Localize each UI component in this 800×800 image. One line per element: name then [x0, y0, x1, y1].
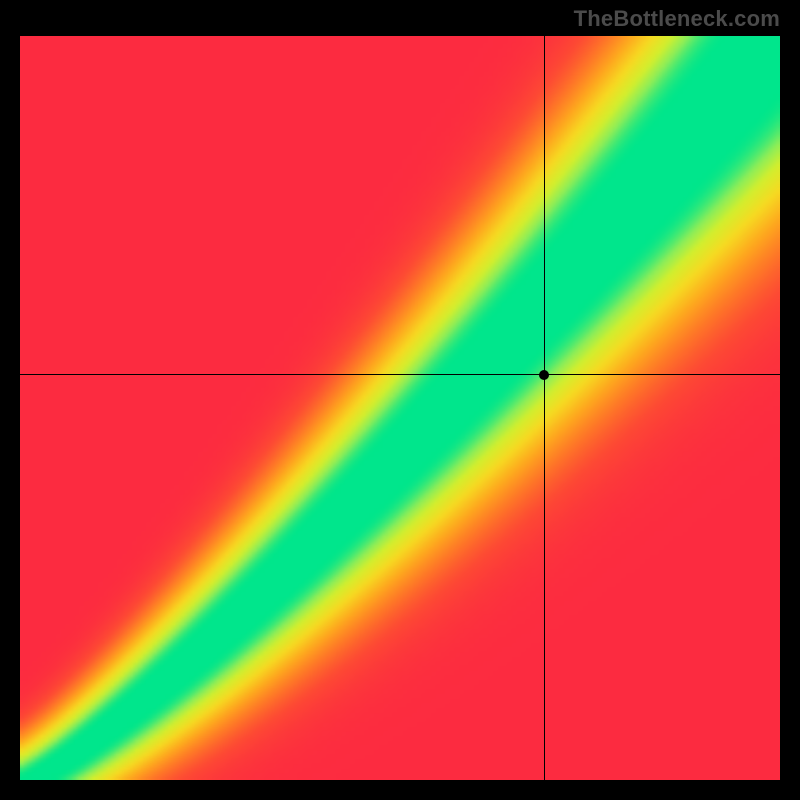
crosshair-horizontal — [20, 374, 780, 375]
bottleneck-heatmap — [20, 36, 780, 780]
crosshair-vertical — [544, 36, 545, 780]
crosshair-marker-dot — [539, 370, 549, 380]
chart-frame: TheBottleneck.com — [0, 0, 800, 800]
watermark-text: TheBottleneck.com — [574, 6, 780, 32]
